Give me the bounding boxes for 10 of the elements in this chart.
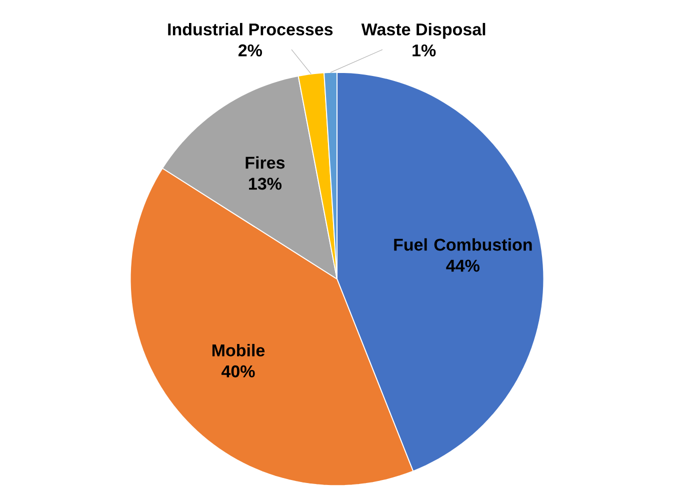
slice-label: Fires <box>246 156 285 169</box>
data-label: 13% <box>249 178 282 190</box>
slice-label: Industrial Processes <box>168 22 333 36</box>
slice-label: Waste Disposal <box>361 22 486 39</box>
slice-label: Mobile <box>212 344 265 356</box>
data-label: 44% <box>446 260 480 272</box>
data-label: 1% <box>412 44 436 56</box>
data-label: 40% <box>221 365 255 378</box>
slice-label: Fuel Combustion <box>394 238 532 251</box>
data-label: 2% <box>238 44 262 56</box>
